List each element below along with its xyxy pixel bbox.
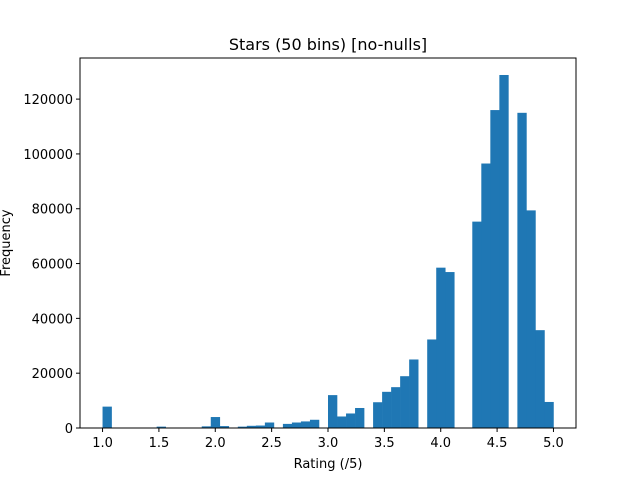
histogram-bar [237,426,248,428]
histogram-bar [400,376,410,428]
histogram-bar [300,421,311,428]
histogram-bar [156,426,166,428]
x-tick-label: 3.0 [318,436,339,451]
histogram-bar [481,163,491,428]
x-tick-label: 2.0 [205,436,226,451]
histogram-bar [382,391,392,428]
y-axis-label: Frequency [0,209,14,276]
x-tick-label: 1.5 [149,436,170,451]
histogram-bar [544,401,554,428]
histogram-bar [282,423,293,428]
y-tick-label: 80000 [32,203,73,218]
y-tick-label: 120000 [23,93,73,108]
histogram-bar [264,422,275,428]
y-tick-label: 40000 [32,312,73,327]
y-tick-label: 20000 [32,367,73,382]
histogram-bar [102,406,112,428]
histogram-bar [526,210,536,428]
histogram-bar [436,267,446,428]
histogram-bar [391,387,401,428]
x-axis-ticks: 1.0 1.5 2.0 2.5 3.0 3.5 4.0 4.5 5.0 [92,428,564,451]
histogram-bar [409,359,419,428]
histogram-bar [472,221,482,428]
x-tick-label: 1.0 [92,436,113,451]
histogram-bar [427,339,437,428]
y-axis-ticks: 0 20000 40000 60000 80000 100000 120000 [23,93,80,437]
y-tick-label: 100000 [23,148,73,163]
histogram-bar [445,272,455,428]
histogram-bar [201,426,212,428]
histogram-bar [219,426,230,428]
x-tick-label: 4.0 [430,436,451,451]
x-tick-label: 2.5 [261,436,282,451]
histogram-bar [246,425,257,428]
histogram-bar [499,74,509,429]
x-tick-label: 4.5 [487,436,508,451]
chart-title: Stars (50 bins) [no-nulls] [229,35,427,54]
histogram-bar [291,422,302,428]
histogram-bar [373,402,383,428]
histogram-bar [517,112,527,428]
x-tick-label: 5.0 [543,436,564,451]
histogram-bar [346,413,356,428]
histogram-bar [490,110,500,429]
histogram-bar [309,419,320,428]
y-tick-label: 60000 [32,258,73,273]
x-axis-label: Rating (/5) [294,457,363,472]
histogram-bar [337,416,347,428]
histogram-bar [535,330,545,428]
histogram-bar [255,425,266,428]
histogram-bar [210,417,221,428]
x-tick-label: 3.5 [374,436,395,451]
histogram-bar [328,395,338,428]
histogram-bar [355,407,365,428]
bars-group [102,74,554,429]
y-tick-label: 0 [65,422,73,437]
